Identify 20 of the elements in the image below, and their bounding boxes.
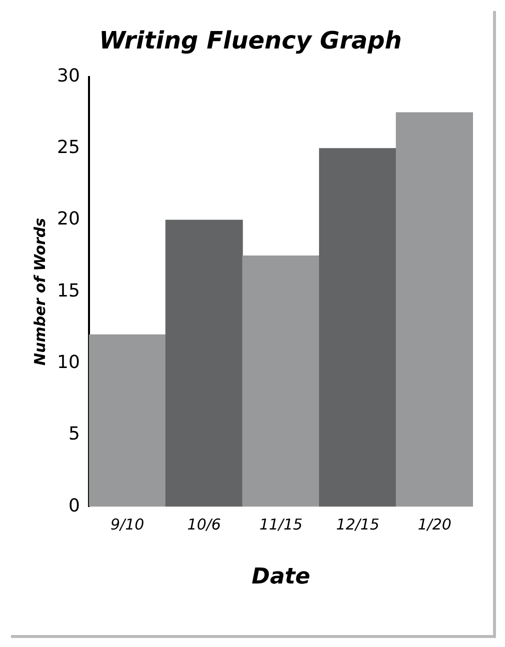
bar [396, 112, 473, 507]
chart-title: Writing Fluency Graph [99, 26, 402, 55]
bar [242, 256, 320, 507]
x-tick-label: 1/20 [418, 515, 452, 534]
bar [88, 334, 166, 507]
bar [319, 148, 397, 507]
y-tick-label: 0 [68, 495, 80, 516]
x-tick-label: 12/15 [336, 515, 380, 534]
y-tick-label: 30 [57, 65, 80, 86]
y-tick-label: 10 [57, 352, 80, 374]
y-tick-label: 25 [57, 137, 80, 158]
x-tick-label: 10/6 [187, 515, 221, 534]
x-axis-title: Date [252, 564, 310, 590]
x-tick-label: 11/15 [259, 515, 303, 534]
y-tick-label: 15 [57, 280, 80, 302]
bar [165, 220, 243, 507]
x-tick-label: 9/10 [110, 515, 144, 534]
y-axis-title: Number of Words [30, 218, 49, 366]
y-tick-label: 5 [68, 424, 80, 445]
y-tick-label: 20 [57, 208, 80, 230]
